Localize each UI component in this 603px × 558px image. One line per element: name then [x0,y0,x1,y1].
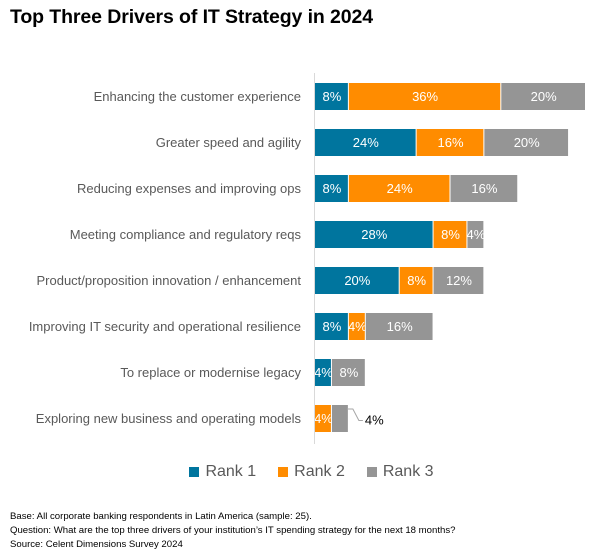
category-label: Meeting compliance and regulatory reqs [70,227,302,242]
bar-segment-rank-1 [315,83,348,110]
bar-segment-rank-1 [315,267,399,294]
bar-segment-rank-1 [315,129,416,156]
category-label: Greater speed and agility [156,135,302,150]
legend-label-rank-2: Rank 2 [294,463,345,480]
data-label: 20% [344,273,370,288]
bar-segment-rank-1 [315,175,348,202]
bar-segment-rank-2 [348,313,365,340]
data-label: 20% [514,135,540,150]
data-label: 36% [412,89,438,104]
bar-segment-rank-2 [399,267,433,294]
data-label: 20% [531,89,557,104]
data-label: 8% [323,89,342,104]
category-label: Improving IT security and operational re… [29,319,301,334]
category-label: Product/proposition innovation / enhance… [36,273,301,288]
bar-segment-rank-2 [348,83,501,110]
legend-swatch-rank-2 [278,467,289,477]
legend-item-rank-3: Rank 3 [366,463,434,481]
bar-segment-rank-1 [315,221,433,248]
bar-segment-rank-1 [315,359,331,386]
category-label: Exploring new business and operating mod… [36,411,302,426]
data-label: 4% [467,227,486,242]
data-label: 8% [407,273,426,288]
bar-segment-rank-3 [331,405,348,432]
data-label: 4% [314,411,333,426]
bar-segment-rank-3 [450,175,518,202]
bar-segment-rank-2 [348,175,450,202]
data-label-outside: 4% [365,413,384,428]
bar-segment-rank-2 [315,405,331,432]
chart-footer: Base: All corporate banking respondents … [10,510,455,552]
legend-label-rank-1: Rank 1 [205,463,257,480]
stacked-bar-chart: Enhancing the customer experience 8% 36% 20… [29,73,585,444]
bar-segment-rank-3 [331,359,365,386]
bar-segment-rank-3 [501,83,585,110]
data-label: 12% [446,273,472,288]
legend: Rank 1 Rank 2 Rank 3 [0,463,603,481]
category-label: Reducing expenses and improving ops [77,181,302,196]
data-label: 4% [348,319,367,334]
bar-segment-rank-3 [484,129,569,156]
leader-line [346,408,363,421]
bar-segment-rank-3 [433,267,484,294]
data-label: 4% [314,365,333,380]
data-label: 8% [339,365,358,380]
data-label: 16% [387,319,413,334]
bar-segment-rank-2 [433,221,467,248]
data-label: 16% [471,181,497,196]
data-label: 8% [323,319,342,334]
legend-item-rank-2: Rank 2 [278,463,345,481]
category-label: Enhancing the customer experience [94,89,301,104]
legend-label-rank-3: Rank 3 [382,463,434,480]
data-label: 28% [361,227,387,242]
legend-swatch-rank-3 [366,467,377,477]
footer-question: Question: What are the top three drivers… [10,525,456,536]
data-label: 24% [387,181,413,196]
bar-segment-rank-3 [467,221,484,248]
data-label: 8% [441,227,460,242]
category-label: To replace or modernise legacy [120,365,301,380]
footer-base: Base: All corporate banking respondents … [10,511,312,522]
data-label: 24% [353,135,379,150]
chart-title: Top Three Drivers of IT Strategy in 2024 [10,6,373,28]
footer-source: Source: Celent Dimensions Survey 2024 [10,539,183,550]
bar-segment-rank-3 [365,313,433,340]
data-label: 16% [437,135,463,150]
legend-swatch-rank-1 [189,467,200,477]
data-label: 8% [323,181,342,196]
bar-segment-rank-1 [315,313,348,340]
legend-item-rank-1: Rank 1 [189,463,256,481]
bar-segment-rank-2 [416,129,484,156]
